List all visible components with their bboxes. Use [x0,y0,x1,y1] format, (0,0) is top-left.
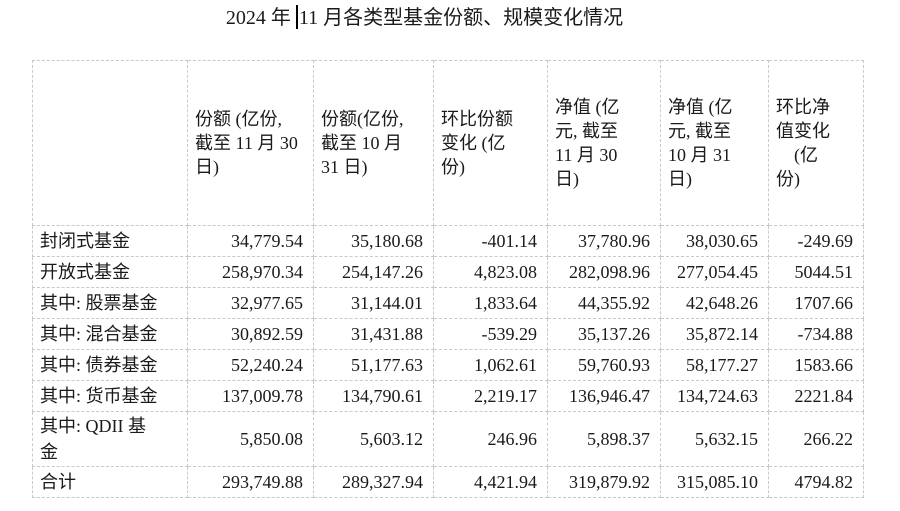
row-label: 其中: 货币基金 [32,380,188,412]
value-cell: 34,779.54 [187,225,314,257]
table-row: 其中: 债券基金 52,240.24 51,177.63 1,062.61 59,760… [32,349,864,381]
value-cell: 5,850.08 [187,411,314,467]
value-cell: 2,219.17 [433,380,548,412]
title-prefix: 2024 年 [225,7,291,29]
value-cell: 5,898.37 [547,411,661,467]
value-cell: 1707.66 [768,287,864,319]
table-row: 其中: 混合基金 30,892.59 31,431.88 -539.29 35,137.… [32,318,864,350]
value-cell: 282,098.96 [547,256,661,288]
fund-stats-table: 份额 (亿份, 截至 11 月 30 日) 份额(亿份, 截至 10 月 31 日… [32,60,864,498]
value-cell: 319,879.92 [547,466,661,498]
table-row: 其中: 股票基金 32,977.65 31,144.01 1,833.64 44,355… [32,287,864,319]
column-header: 环比净 值变化 (亿 份) [768,60,864,226]
value-cell: 1,062.61 [433,349,548,381]
corner-cell [32,60,188,226]
column-header: 净值 (亿 元, 截至 11 月 30 日) [547,60,661,226]
column-header: 净值 (亿 元, 截至 10 月 31 日) [660,60,769,226]
value-cell: 315,085.10 [660,466,769,498]
header-row: 份额 (亿份, 截至 11 月 30 日) 份额(亿份, 截至 10 月 31 日… [32,60,864,226]
value-cell: 277,054.45 [660,256,769,288]
value-cell: -539.29 [433,318,548,350]
value-cell: 289,327.94 [313,466,434,498]
row-label: 合计 [32,466,188,498]
value-cell: 38,030.65 [660,225,769,257]
value-cell: 5044.51 [768,256,864,288]
row-label: 其中: 混合基金 [32,318,188,350]
value-cell: 32,977.65 [187,287,314,319]
row-label: 其中: 债券基金 [32,349,188,381]
value-cell: 5,603.12 [313,411,434,467]
document-page[interactable]: { "title": { "prefix": "2024 年", "suffix… [0,5,900,511]
table-row: 封闭式基金 34,779.54 35,180.68 -401.14 37,780.96 3… [32,225,864,257]
value-cell: 37,780.96 [547,225,661,257]
value-cell: 134,724.63 [660,380,769,412]
row-label: 开放式基金 [32,256,188,288]
table-row: 合计 293,749.88 289,327.94 4,421.94 319,879.92… [32,466,864,498]
value-cell: 4,823.08 [433,256,548,288]
column-header: 份额(亿份, 截至 10 月 31 日) [313,60,434,226]
value-cell: 52,240.24 [187,349,314,381]
table-row: 其中: 货币基金 137,009.78 134,790.61 2,219.17 136,… [32,380,864,412]
value-cell: 2221.84 [768,380,864,412]
value-cell: 258,970.34 [187,256,314,288]
value-cell: 1,833.64 [433,287,548,319]
value-cell: 31,144.01 [313,287,434,319]
value-cell: 59,760.93 [547,349,661,381]
value-cell: -401.14 [433,225,548,257]
value-cell: 293,749.88 [187,466,314,498]
table-row: 开放式基金 258,970.34 254,147.26 4,823.08 282,098… [32,256,864,288]
value-cell: 254,147.26 [313,256,434,288]
value-cell: 266.22 [768,411,864,467]
value-cell: 4794.82 [768,466,864,498]
value-cell: 137,009.78 [187,380,314,412]
table-row: 其中: QDII 基 金 5,850.08 5,603.12 246.96 5,898.… [32,411,864,467]
document-title: 2024 年 11 月各类型基金份额、规模变化情况 [32,5,817,30]
table-body: 封闭式基金 34,779.54 35,180.68 -401.14 37,780.96 3… [32,225,864,498]
row-label: 其中: QDII 基 金 [32,411,188,467]
value-cell: 51,177.63 [313,349,434,381]
value-cell: 35,872.14 [660,318,769,350]
value-cell: 35,137.26 [547,318,661,350]
value-cell: 4,421.94 [433,466,548,498]
text-cursor [295,5,298,29]
value-cell: 136,946.47 [547,380,661,412]
row-label: 其中: 股票基金 [32,287,188,319]
value-cell: 5,632.15 [660,411,769,467]
value-cell: 58,177.27 [660,349,769,381]
row-label: 封闭式基金 [32,225,188,257]
column-header: 份额 (亿份, 截至 11 月 30 日) [187,60,314,226]
value-cell: 44,355.92 [547,287,661,319]
value-cell: 134,790.61 [313,380,434,412]
value-cell: -734.88 [768,318,864,350]
value-cell: 35,180.68 [313,225,434,257]
value-cell: 1583.66 [768,349,864,381]
value-cell: 246.96 [433,411,548,467]
value-cell: 30,892.59 [187,318,314,350]
value-cell: -249.69 [768,225,864,257]
title-suffix: 11 月各类型基金份额、规模变化情况 [298,7,624,29]
column-header: 环比份额 变化 (亿 份) [433,60,548,226]
value-cell: 42,648.26 [660,287,769,319]
value-cell: 31,431.88 [313,318,434,350]
